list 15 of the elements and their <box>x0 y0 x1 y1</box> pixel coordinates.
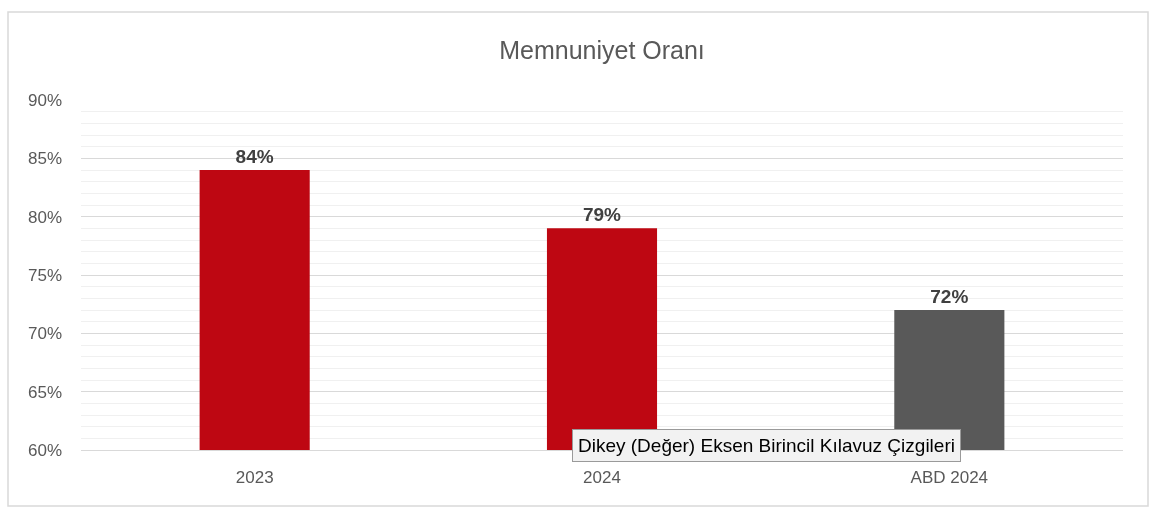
chart-title: Memnuniyet Oranı <box>499 35 705 64</box>
y-tick-label: 90% <box>27 90 62 110</box>
x-tick-label: ABD 2024 <box>910 468 989 488</box>
y-tick-label: 80% <box>27 207 62 227</box>
x-tick-label: 2024 <box>583 468 621 488</box>
y-tick-label: 75% <box>27 265 62 285</box>
annotation: Dikey (Değer) Eksen Birincil Kılavuz Çizgileri <box>578 435 955 456</box>
y-tick-label: 70% <box>27 324 62 344</box>
x-tick-label: 2023 <box>235 468 274 488</box>
data-label: 72% <box>930 286 969 307</box>
data-label: 84% <box>235 146 274 167</box>
y-tick-label: 85% <box>27 149 62 169</box>
data-label: 79% <box>582 204 622 226</box>
y-tick-label: 60% <box>27 440 62 460</box>
y-tick-label: 65% <box>27 382 62 402</box>
